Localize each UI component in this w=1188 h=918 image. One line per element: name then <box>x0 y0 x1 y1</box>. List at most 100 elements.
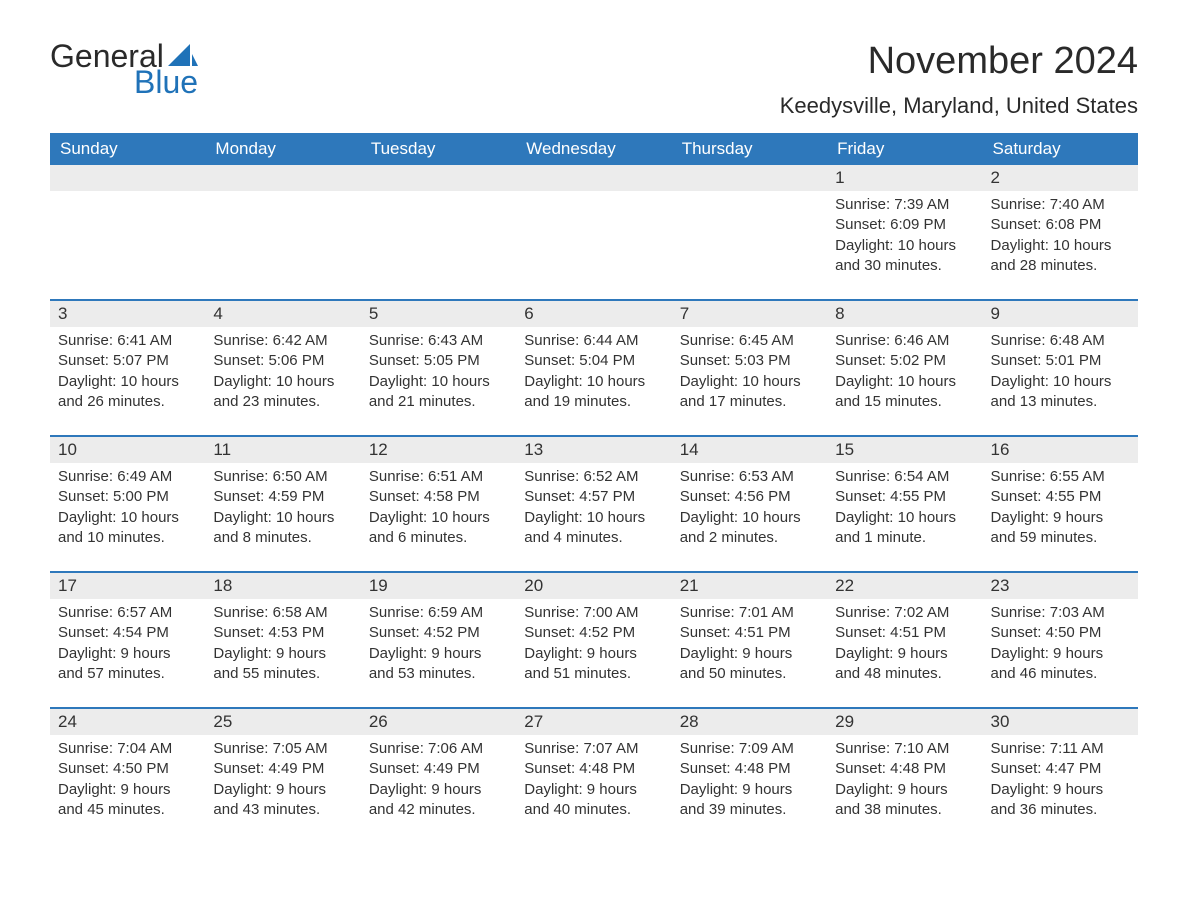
day-body: Sunrise: 6:53 AMSunset: 4:56 PMDaylight:… <box>672 463 827 548</box>
sunset-text: Sunset: 4:55 PM <box>835 487 974 507</box>
day-cell: 5Sunrise: 6:43 AMSunset: 5:05 PMDaylight… <box>361 301 516 421</box>
day-cell: 13Sunrise: 6:52 AMSunset: 4:57 PMDayligh… <box>516 437 671 557</box>
day-number <box>361 165 516 191</box>
day-body: Sunrise: 6:45 AMSunset: 5:03 PMDaylight:… <box>672 327 827 412</box>
daylight-text: Daylight: 9 hours and 48 minutes. <box>835 644 974 685</box>
day-body: Sunrise: 6:49 AMSunset: 5:00 PMDaylight:… <box>50 463 205 548</box>
sunrise-text: Sunrise: 6:41 AM <box>58 331 197 351</box>
day-header-row: SundayMondayTuesdayWednesdayThursdayFrid… <box>50 133 1138 165</box>
day-cell: 9Sunrise: 6:48 AMSunset: 5:01 PMDaylight… <box>983 301 1138 421</box>
day-header: Wednesday <box>516 133 671 165</box>
sunset-text: Sunset: 5:07 PM <box>58 351 197 371</box>
day-cell: 26Sunrise: 7:06 AMSunset: 4:49 PMDayligh… <box>361 709 516 829</box>
calendar: SundayMondayTuesdayWednesdayThursdayFrid… <box>50 133 1138 829</box>
day-number: 18 <box>205 573 360 599</box>
location: Keedysville, Maryland, United States <box>780 93 1138 119</box>
sunrise-text: Sunrise: 7:01 AM <box>680 603 819 623</box>
daylight-text: Daylight: 10 hours and 8 minutes. <box>213 508 352 549</box>
day-body: Sunrise: 6:42 AMSunset: 5:06 PMDaylight:… <box>205 327 360 412</box>
sunset-text: Sunset: 4:56 PM <box>680 487 819 507</box>
sunset-text: Sunset: 5:04 PM <box>524 351 663 371</box>
day-number: 1 <box>827 165 982 191</box>
day-cell: 2Sunrise: 7:40 AMSunset: 6:08 PMDaylight… <box>983 165 1138 285</box>
daylight-text: Daylight: 10 hours and 2 minutes. <box>680 508 819 549</box>
daylight-text: Daylight: 10 hours and 6 minutes. <box>369 508 508 549</box>
daylight-text: Daylight: 9 hours and 45 minutes. <box>58 780 197 821</box>
day-body: Sunrise: 7:09 AMSunset: 4:48 PMDaylight:… <box>672 735 827 820</box>
day-cell: 7Sunrise: 6:45 AMSunset: 5:03 PMDaylight… <box>672 301 827 421</box>
day-number: 12 <box>361 437 516 463</box>
day-number: 2 <box>983 165 1138 191</box>
day-header: Monday <box>205 133 360 165</box>
day-cell: 12Sunrise: 6:51 AMSunset: 4:58 PMDayligh… <box>361 437 516 557</box>
day-header: Thursday <box>672 133 827 165</box>
sunset-text: Sunset: 5:01 PM <box>991 351 1130 371</box>
daylight-text: Daylight: 10 hours and 1 minute. <box>835 508 974 549</box>
day-number: 8 <box>827 301 982 327</box>
day-cell: 20Sunrise: 7:00 AMSunset: 4:52 PMDayligh… <box>516 573 671 693</box>
day-number: 19 <box>361 573 516 599</box>
sunrise-text: Sunrise: 6:54 AM <box>835 467 974 487</box>
day-cell: 10Sunrise: 6:49 AMSunset: 5:00 PMDayligh… <box>50 437 205 557</box>
day-cell: 22Sunrise: 7:02 AMSunset: 4:51 PMDayligh… <box>827 573 982 693</box>
sunrise-text: Sunrise: 6:46 AM <box>835 331 974 351</box>
day-number: 7 <box>672 301 827 327</box>
sunrise-text: Sunrise: 7:07 AM <box>524 739 663 759</box>
day-body: Sunrise: 6:58 AMSunset: 4:53 PMDaylight:… <box>205 599 360 684</box>
day-body: Sunrise: 6:46 AMSunset: 5:02 PMDaylight:… <box>827 327 982 412</box>
day-number: 29 <box>827 709 982 735</box>
day-cell: 30Sunrise: 7:11 AMSunset: 4:47 PMDayligh… <box>983 709 1138 829</box>
sunrise-text: Sunrise: 6:49 AM <box>58 467 197 487</box>
day-body: Sunrise: 6:54 AMSunset: 4:55 PMDaylight:… <box>827 463 982 548</box>
day-number <box>516 165 671 191</box>
day-number: 9 <box>983 301 1138 327</box>
day-body: Sunrise: 7:07 AMSunset: 4:48 PMDaylight:… <box>516 735 671 820</box>
sunrise-text: Sunrise: 7:40 AM <box>991 195 1130 215</box>
sunrise-text: Sunrise: 6:51 AM <box>369 467 508 487</box>
daylight-text: Daylight: 9 hours and 43 minutes. <box>213 780 352 821</box>
sunset-text: Sunset: 4:53 PM <box>213 623 352 643</box>
sunrise-text: Sunrise: 7:09 AM <box>680 739 819 759</box>
day-cell: 8Sunrise: 6:46 AMSunset: 5:02 PMDaylight… <box>827 301 982 421</box>
day-body: Sunrise: 6:57 AMSunset: 4:54 PMDaylight:… <box>50 599 205 684</box>
sunrise-text: Sunrise: 6:45 AM <box>680 331 819 351</box>
day-cell <box>361 165 516 285</box>
day-header: Sunday <box>50 133 205 165</box>
sunset-text: Sunset: 4:52 PM <box>524 623 663 643</box>
day-number: 4 <box>205 301 360 327</box>
day-body: Sunrise: 6:44 AMSunset: 5:04 PMDaylight:… <box>516 327 671 412</box>
sunset-text: Sunset: 5:03 PM <box>680 351 819 371</box>
day-number: 15 <box>827 437 982 463</box>
sunset-text: Sunset: 4:48 PM <box>524 759 663 779</box>
sunrise-text: Sunrise: 6:44 AM <box>524 331 663 351</box>
day-cell: 23Sunrise: 7:03 AMSunset: 4:50 PMDayligh… <box>983 573 1138 693</box>
day-number: 21 <box>672 573 827 599</box>
day-number: 27 <box>516 709 671 735</box>
daylight-text: Daylight: 9 hours and 51 minutes. <box>524 644 663 685</box>
logo: General Blue <box>50 40 198 98</box>
daylight-text: Daylight: 9 hours and 39 minutes. <box>680 780 819 821</box>
day-number: 20 <box>516 573 671 599</box>
sunrise-text: Sunrise: 6:48 AM <box>991 331 1130 351</box>
day-header: Friday <box>827 133 982 165</box>
sunrise-text: Sunrise: 7:39 AM <box>835 195 974 215</box>
daylight-text: Daylight: 10 hours and 23 minutes. <box>213 372 352 413</box>
day-number <box>672 165 827 191</box>
daylight-text: Daylight: 10 hours and 21 minutes. <box>369 372 508 413</box>
daylight-text: Daylight: 9 hours and 53 minutes. <box>369 644 508 685</box>
day-cell: 29Sunrise: 7:10 AMSunset: 4:48 PMDayligh… <box>827 709 982 829</box>
day-number: 30 <box>983 709 1138 735</box>
sunrise-text: Sunrise: 7:03 AM <box>991 603 1130 623</box>
sunset-text: Sunset: 4:48 PM <box>835 759 974 779</box>
day-body: Sunrise: 7:02 AMSunset: 4:51 PMDaylight:… <box>827 599 982 684</box>
day-cell: 24Sunrise: 7:04 AMSunset: 4:50 PMDayligh… <box>50 709 205 829</box>
sunset-text: Sunset: 4:50 PM <box>58 759 197 779</box>
day-number: 5 <box>361 301 516 327</box>
sunrise-text: Sunrise: 6:53 AM <box>680 467 819 487</box>
daylight-text: Daylight: 10 hours and 17 minutes. <box>680 372 819 413</box>
day-number: 14 <box>672 437 827 463</box>
sunrise-text: Sunrise: 6:42 AM <box>213 331 352 351</box>
day-cell: 19Sunrise: 6:59 AMSunset: 4:52 PMDayligh… <box>361 573 516 693</box>
sunrise-text: Sunrise: 7:02 AM <box>835 603 974 623</box>
sunrise-text: Sunrise: 7:06 AM <box>369 739 508 759</box>
